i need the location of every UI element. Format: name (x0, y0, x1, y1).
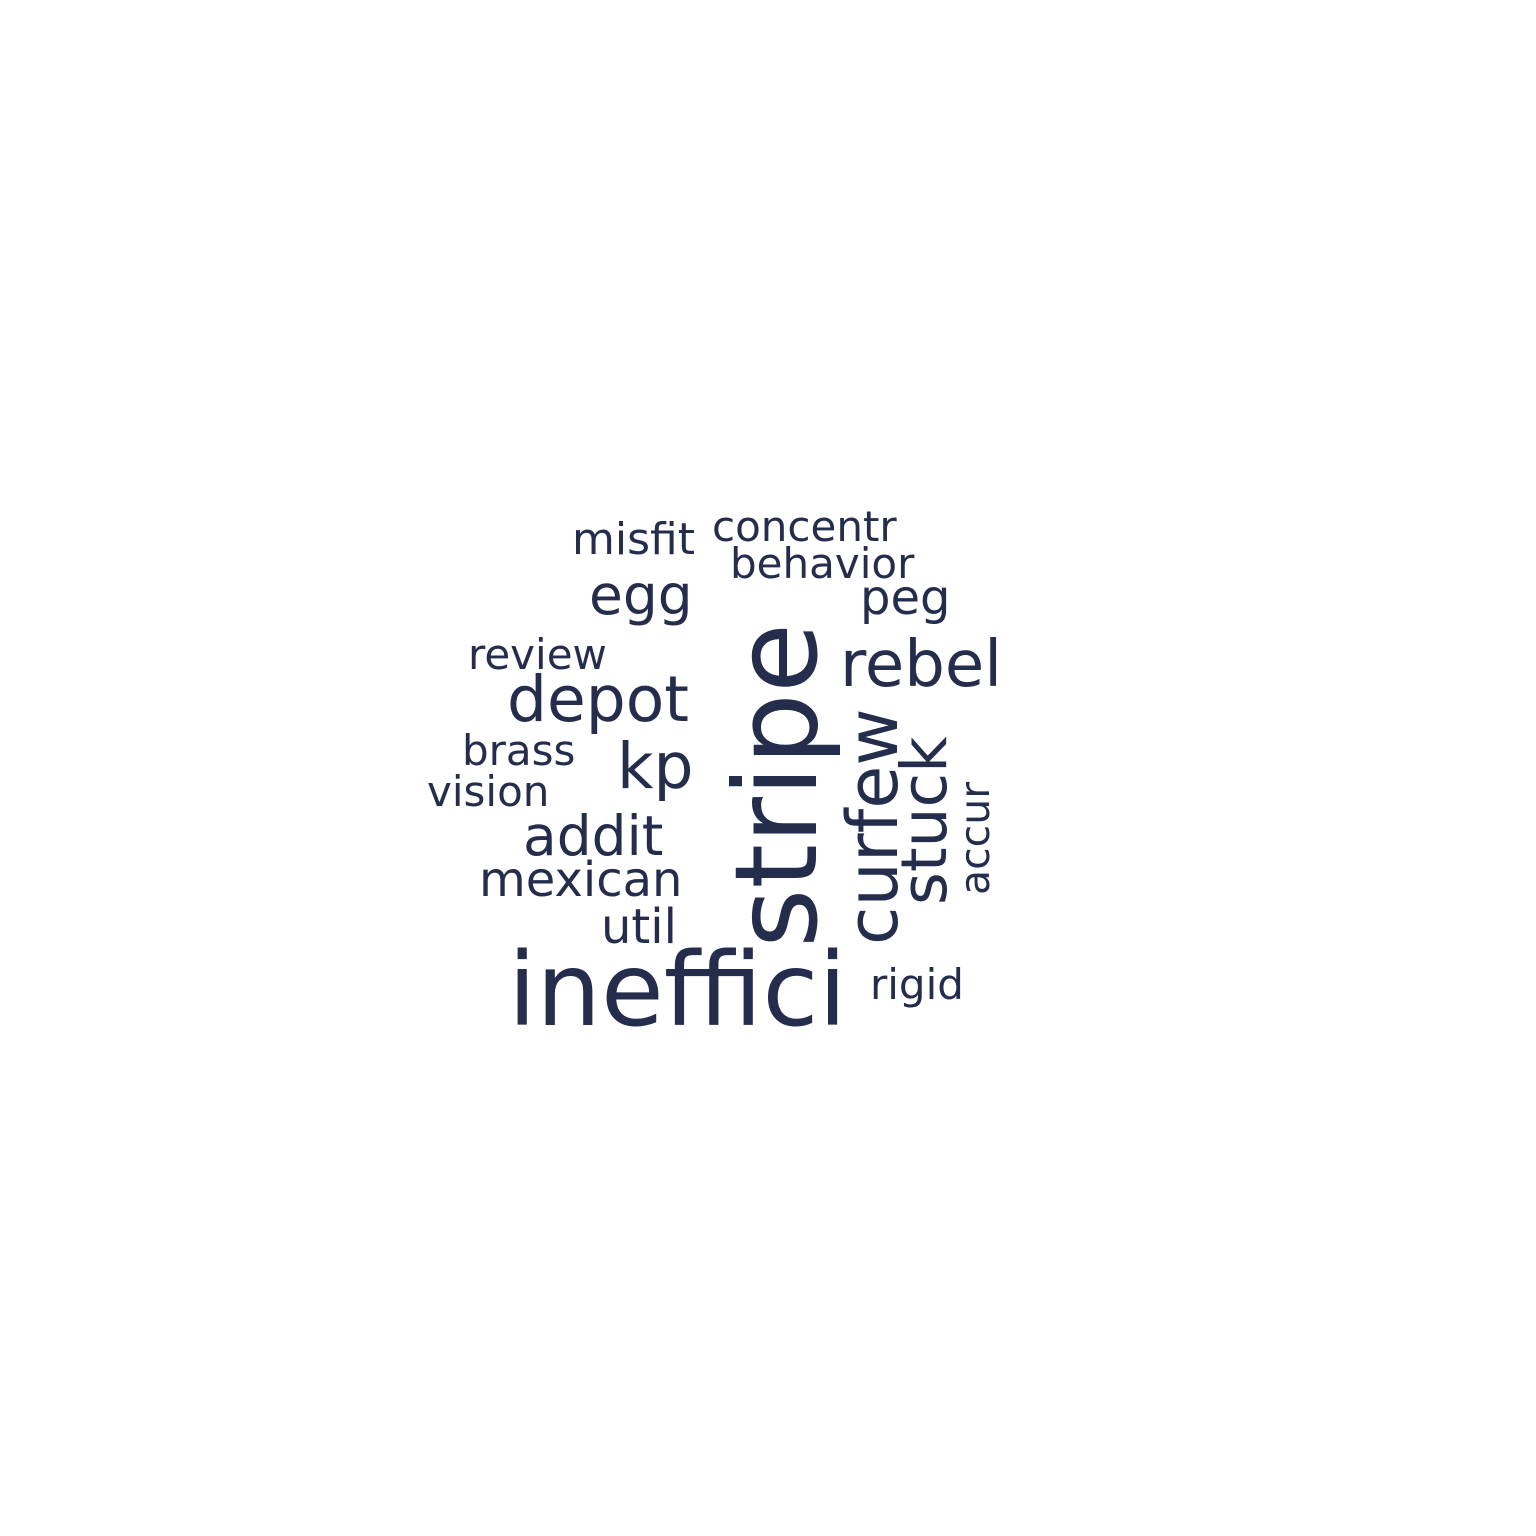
word-peg: peg (860, 570, 951, 626)
word-stripe: stripe (710, 622, 843, 948)
word-mexican: mexican (479, 852, 683, 908)
word-inefficient: ineffici (508, 931, 847, 1050)
word-egg: egg (589, 563, 693, 627)
word-stuck: stuck (888, 736, 961, 905)
word-addit: addit (523, 804, 664, 868)
word-vision: vision (427, 767, 550, 816)
word-util: util (601, 899, 677, 955)
word-brass: brass (462, 726, 576, 775)
word-behavior: behavior (730, 539, 915, 588)
word-rigid: rigid (870, 960, 964, 1009)
word-kp: kp (617, 730, 694, 803)
word-rebel: rebel (840, 628, 1003, 702)
word-accur: accur (951, 781, 999, 895)
word-concentr: concentr (712, 502, 897, 551)
word-review: review (468, 630, 607, 679)
word-depot: depot (507, 663, 689, 736)
word-misfit: misfit (572, 514, 695, 565)
